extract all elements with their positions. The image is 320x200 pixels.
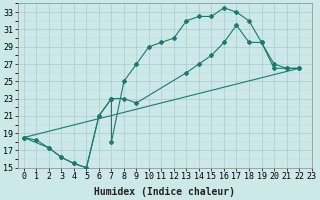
X-axis label: Humidex (Indice chaleur): Humidex (Indice chaleur): [94, 186, 235, 197]
